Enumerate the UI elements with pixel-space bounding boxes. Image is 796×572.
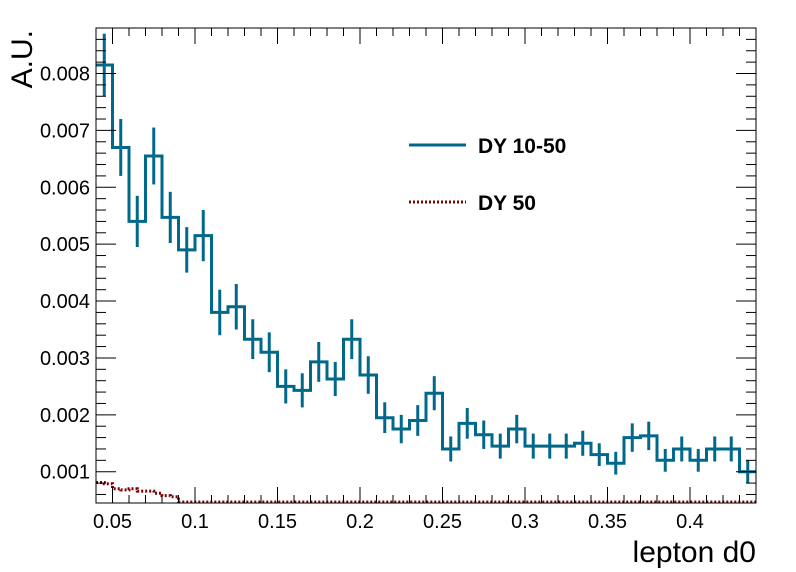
y-tick-label: 0.001: [40, 462, 90, 484]
ticks-layer: [95, 27, 757, 503]
legend-label-dy-50: DY 50: [478, 192, 536, 215]
x-tick-label: 0.2: [346, 511, 374, 533]
x-tick-label: 0.35: [588, 511, 627, 533]
series-dy-10-50-steps: [96, 63, 756, 474]
series-layer: [96, 33, 756, 504]
y-tick-label: 0.006: [40, 177, 90, 199]
y-tick-label: 0.005: [40, 234, 90, 256]
y-tick-label: 0.002: [40, 405, 90, 427]
y-tick-label: 0.003: [40, 348, 90, 370]
tick-labels-layer: 0.05 0.1 0.15 0.2 0.25 0.3 0.35 0.4 0.001 0.002 0.…: [40, 64, 704, 533]
y-axis-title: A.U.: [6, 30, 39, 88]
legend: DY 10-50 DY 50: [409, 135, 566, 215]
x-tick-label: 0.1: [181, 511, 209, 533]
x-tick-label: 0.3: [511, 511, 539, 533]
legend-label-dy-10-50: DY 10-50: [478, 135, 566, 158]
x-tick-label: 0.25: [423, 511, 462, 533]
y-tick-label: 0.004: [40, 291, 90, 313]
x-tick-label: 0.05: [93, 511, 132, 533]
x-axis-title: lepton d0: [633, 536, 756, 569]
y-tick-label: 0.007: [40, 120, 90, 142]
y-tick-label: 0.008: [40, 64, 90, 86]
x-tick-label: 0.15: [258, 511, 297, 533]
x-tick-label: 0.4: [676, 511, 704, 533]
series-dy-50-steps: [96, 481, 756, 504]
plot-frame: [95, 27, 757, 504]
